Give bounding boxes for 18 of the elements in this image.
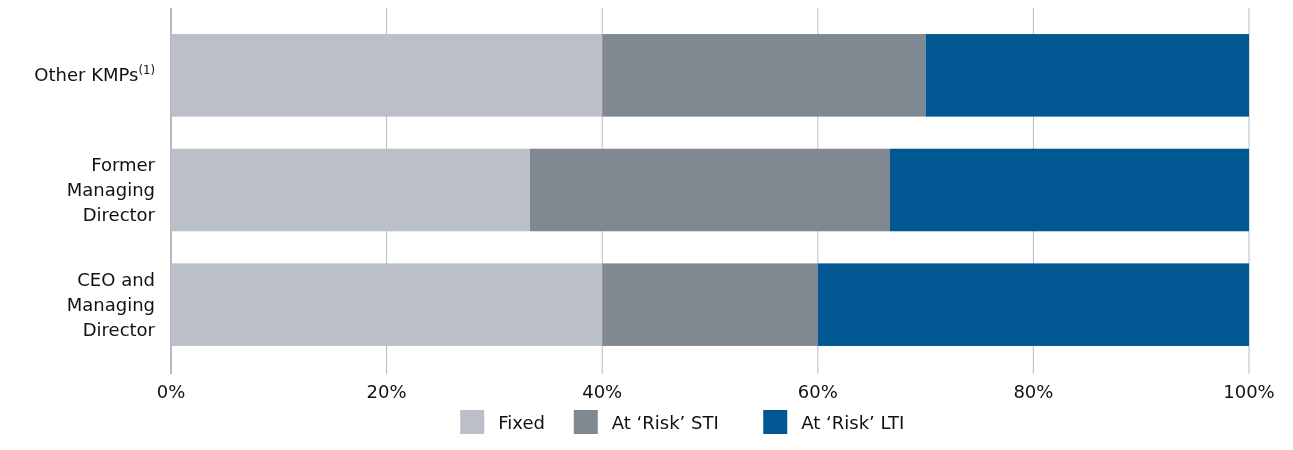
legend-label: At ‘Risk’ LTI bbox=[801, 412, 905, 433]
legend-label: At ‘Risk’ STI bbox=[611, 412, 719, 433]
x-tick-label: 60% bbox=[797, 381, 838, 402]
bar bbox=[529, 148, 891, 232]
y-tick-label: CEO and Managing Director bbox=[66, 268, 156, 340]
bar bbox=[817, 263, 1249, 346]
legend-label: Fixed bbox=[498, 412, 545, 433]
x-tick-label: 40% bbox=[582, 381, 623, 402]
bar bbox=[925, 34, 1249, 117]
bar bbox=[602, 263, 818, 346]
bar bbox=[890, 148, 1249, 232]
x-tick-label: 20% bbox=[366, 381, 407, 402]
y-tick-label: Former Managing Director bbox=[66, 154, 156, 225]
x-tick-label: 0% bbox=[156, 381, 186, 402]
x-tick-label: 100% bbox=[1223, 381, 1275, 402]
bar bbox=[602, 34, 926, 117]
x-tick-label: 80% bbox=[1013, 381, 1054, 402]
y-tick-label: Other KMPs$^{(1)}$ bbox=[34, 63, 155, 86]
